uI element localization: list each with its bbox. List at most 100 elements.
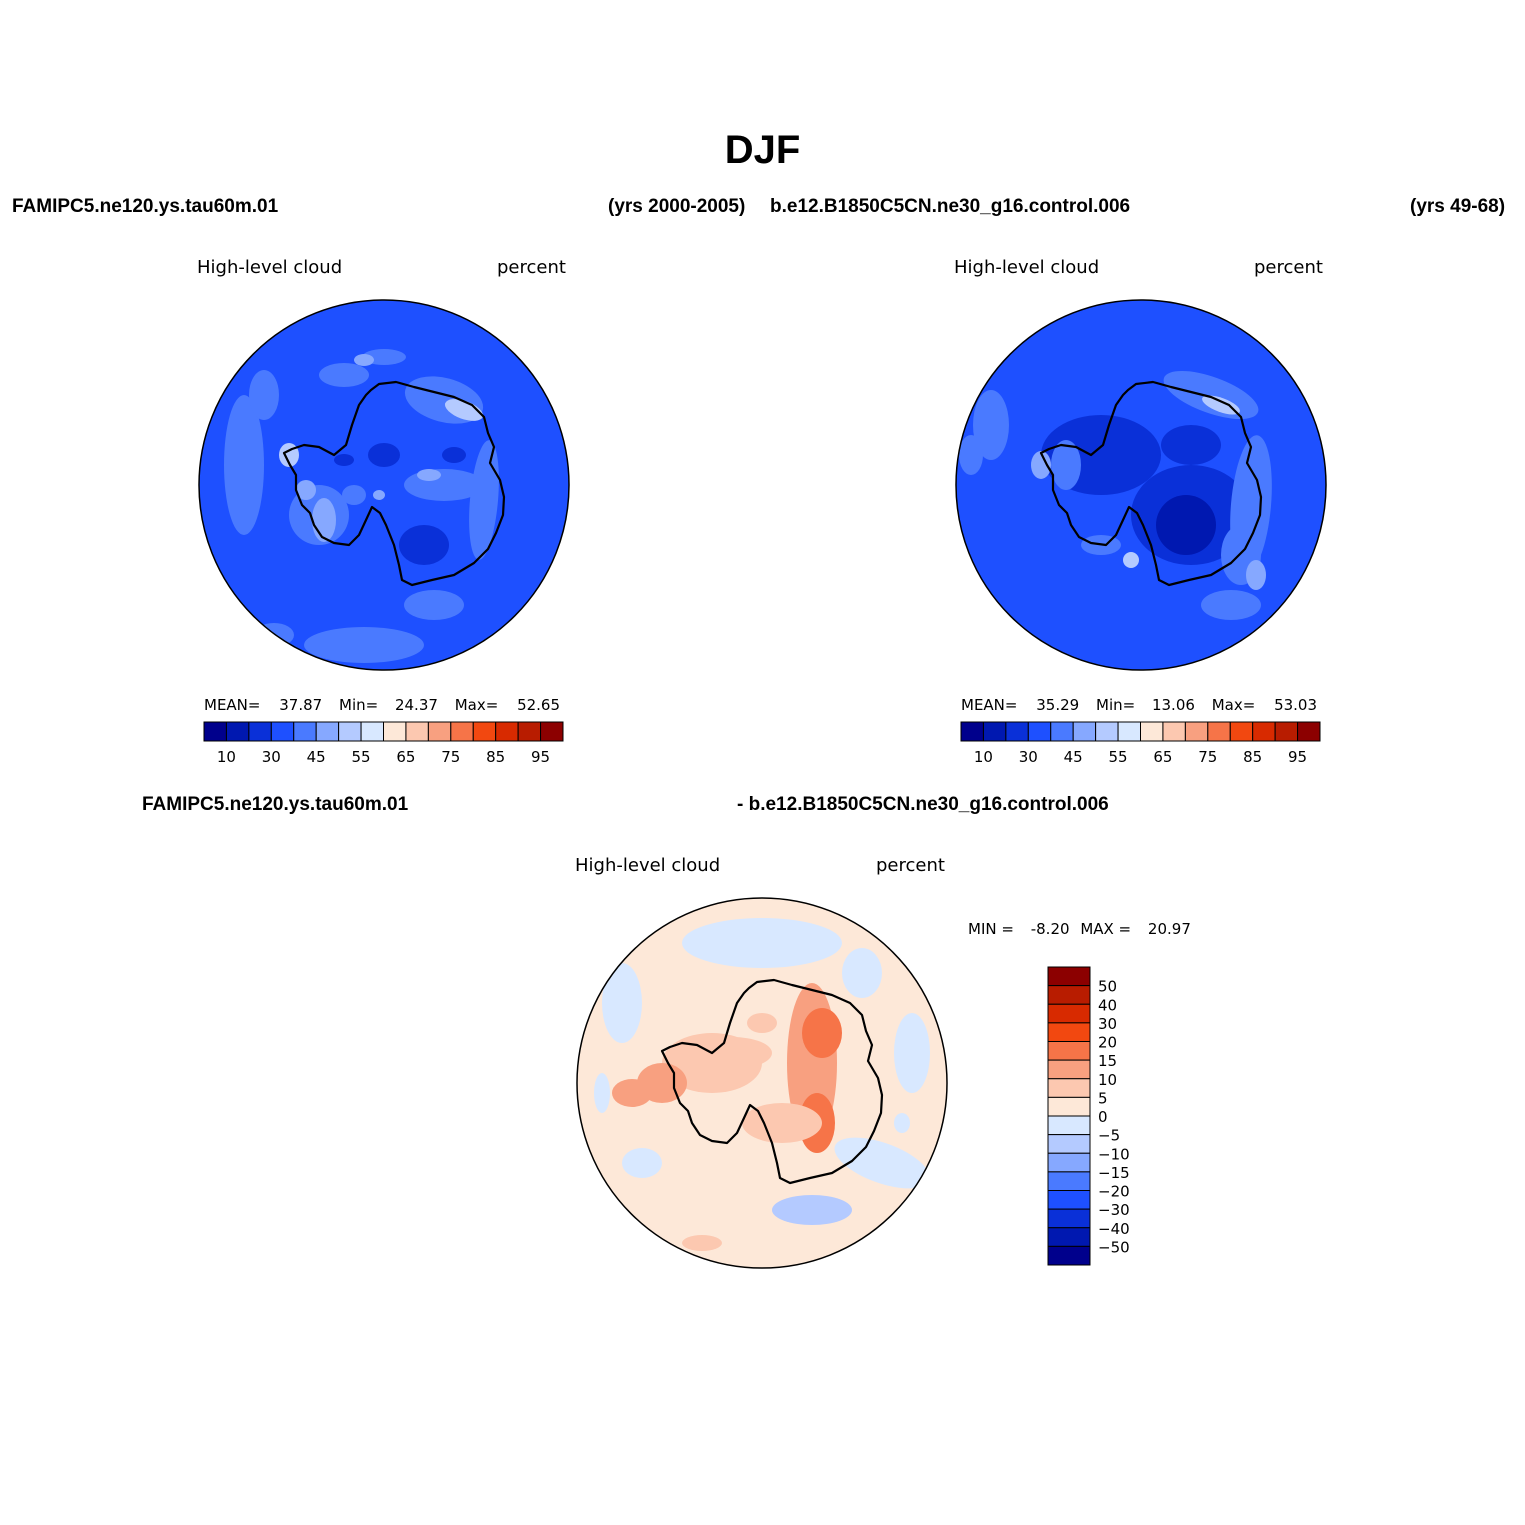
panel1-contour-region xyxy=(368,443,400,467)
panel1-colorbar-swatch xyxy=(225,721,250,742)
panel3-colorbar-swatch xyxy=(1047,1227,1091,1247)
panel1-contour-region xyxy=(399,525,449,565)
panel1-colorbar-swatch xyxy=(495,721,519,742)
panel3-contour-region xyxy=(834,1137,930,1189)
panel3-colorbar-swatch xyxy=(1047,1059,1091,1080)
panel1-max-label: Max= xyxy=(454,696,499,714)
panel2-contour-region xyxy=(1201,590,1261,620)
left-case-years: (yrs 2000-2005) xyxy=(608,196,746,217)
panel3-colorbar-tick-label: 10 xyxy=(1098,1071,1117,1089)
panel3-contour-region xyxy=(894,1013,930,1093)
panel3-colorbar-tick-label: 15 xyxy=(1098,1052,1117,1070)
panel3-colorbar-tick-label: 0 xyxy=(1098,1108,1108,1126)
panel3-map xyxy=(577,898,947,1268)
panel2-contour-region xyxy=(1051,440,1081,490)
panel2-colorbar: 10 30 45 55 65 75 85 95 xyxy=(960,721,1321,766)
panel1-colorbar-swatch xyxy=(248,721,272,742)
panel1-contour-region xyxy=(362,349,406,365)
panel1-contour-region xyxy=(312,498,336,542)
panel2-colorbar-swatch xyxy=(1297,721,1321,742)
panel3-colorbar-swatch xyxy=(1047,1245,1091,1266)
panel1-ocean xyxy=(199,300,569,670)
panel2-colorbar-swatch xyxy=(960,721,984,742)
panel2-mean-label: MEAN= xyxy=(961,696,1018,714)
panel3-map-border xyxy=(576,897,948,1269)
panel1-contour-region xyxy=(304,627,424,663)
panel3-colorbar-swatch xyxy=(1047,1041,1091,1061)
panel1-mean-label: MEAN= xyxy=(204,696,261,714)
panel3-contour-region xyxy=(787,983,837,1143)
panel3-ocean xyxy=(577,898,947,1268)
panel3-max-label: MAX = xyxy=(1080,920,1132,938)
panel3-contour-region xyxy=(602,963,642,1043)
panel3-colorbar-swatch xyxy=(1047,1152,1091,1173)
panel2-colorbar-swatch xyxy=(1207,721,1231,742)
panel3-contour-region xyxy=(772,1195,852,1225)
panel1-map-border xyxy=(198,299,570,671)
panel1-colorbar-swatch xyxy=(360,721,384,742)
page-title: DJF xyxy=(724,128,801,172)
panel2-colorbar-swatch xyxy=(1095,721,1119,742)
panel2-contour-region xyxy=(959,435,983,475)
panel3-colorbar-swatch xyxy=(1047,1190,1091,1210)
panel3-colorbar-swatch xyxy=(1047,1078,1091,1098)
panel2-colorbar-swatch xyxy=(1162,721,1186,742)
panel3-contour-region xyxy=(747,1013,777,1033)
panel1-contour-region xyxy=(342,485,366,505)
panel3-contour-region xyxy=(742,1103,822,1143)
diff-left-case: FAMIPC5.ne120.ys.tau60m.01 xyxy=(142,794,409,815)
panel1-contour-region xyxy=(289,485,349,545)
panel3-colorbar-swatch xyxy=(1047,1171,1091,1191)
panel2-contour-region xyxy=(1221,525,1261,585)
panel2-contour-region xyxy=(1031,451,1051,479)
panel3-colorbar-tick-label: −20 xyxy=(1098,1183,1130,1201)
panel1-max: 52.65 xyxy=(517,696,561,714)
panel1-contour-region xyxy=(254,623,294,647)
panel2-colorbar-swatch xyxy=(1229,721,1254,742)
panel3-coastline xyxy=(660,978,884,1185)
panel1-coastline xyxy=(282,380,506,587)
panel2-contour-region xyxy=(1246,560,1266,590)
panel1-contour-region xyxy=(469,440,499,560)
panel3-min-label: MIN = xyxy=(968,920,1014,938)
right-case-name: b.e12.B1850C5CN.ne30_g16.control.006 xyxy=(770,196,1131,217)
panel1-colorbar-tick-label: 55 xyxy=(352,748,371,766)
panel3-contour-region xyxy=(622,1148,662,1178)
panel2-ocean xyxy=(956,300,1326,670)
panel1-contour-region xyxy=(354,354,374,366)
panel1-colorbar-swatch xyxy=(203,721,227,742)
panel1-colorbar-tick-label: 85 xyxy=(486,748,505,766)
panel2-contour-region xyxy=(1230,435,1272,575)
panel1-colorbar-swatch xyxy=(427,721,452,742)
panel3-units: percent xyxy=(876,855,945,876)
panel2-coastline xyxy=(1039,380,1263,587)
panel2-colorbar-swatch xyxy=(1274,721,1299,742)
panel1-map xyxy=(199,300,569,670)
panel1-contour-region xyxy=(442,447,466,463)
panel1-variable: High-level cloud xyxy=(197,257,343,278)
panel1-colorbar-swatch xyxy=(405,721,429,742)
panel2-colorbar-tick-label: 85 xyxy=(1243,748,1262,766)
panel2-contour-region xyxy=(1123,552,1139,568)
panel1-colorbar-swatch xyxy=(472,721,497,742)
panel2-units: percent xyxy=(1254,257,1323,278)
panel2-contour-region xyxy=(1202,395,1240,415)
panel3-min: -8.20 xyxy=(1030,920,1070,938)
panel3-max: 20.97 xyxy=(1147,920,1191,938)
panel1-colorbar-swatch xyxy=(270,721,295,742)
panel2-contour-region xyxy=(1041,415,1161,495)
panel1-min: 24.37 xyxy=(394,696,438,714)
panel2-colorbar-swatch xyxy=(1117,721,1141,742)
panel2-stats: MEAN= 35.29 Min= 13.06 Max= 53.03 xyxy=(961,696,1317,714)
panel3-colorbar-swatch xyxy=(1047,1115,1091,1136)
panel2-variable: High-level cloud xyxy=(954,257,1100,278)
panel1-contour-region xyxy=(224,395,264,535)
panel3-variable: High-level cloud xyxy=(575,855,721,876)
panel2-colorbar-swatch xyxy=(1184,721,1209,742)
panel1-contour-region xyxy=(279,443,299,467)
panel1-contour-region xyxy=(249,370,279,420)
panel2-max-label: Max= xyxy=(1211,696,1256,714)
panel3-contour-region xyxy=(894,1113,910,1133)
